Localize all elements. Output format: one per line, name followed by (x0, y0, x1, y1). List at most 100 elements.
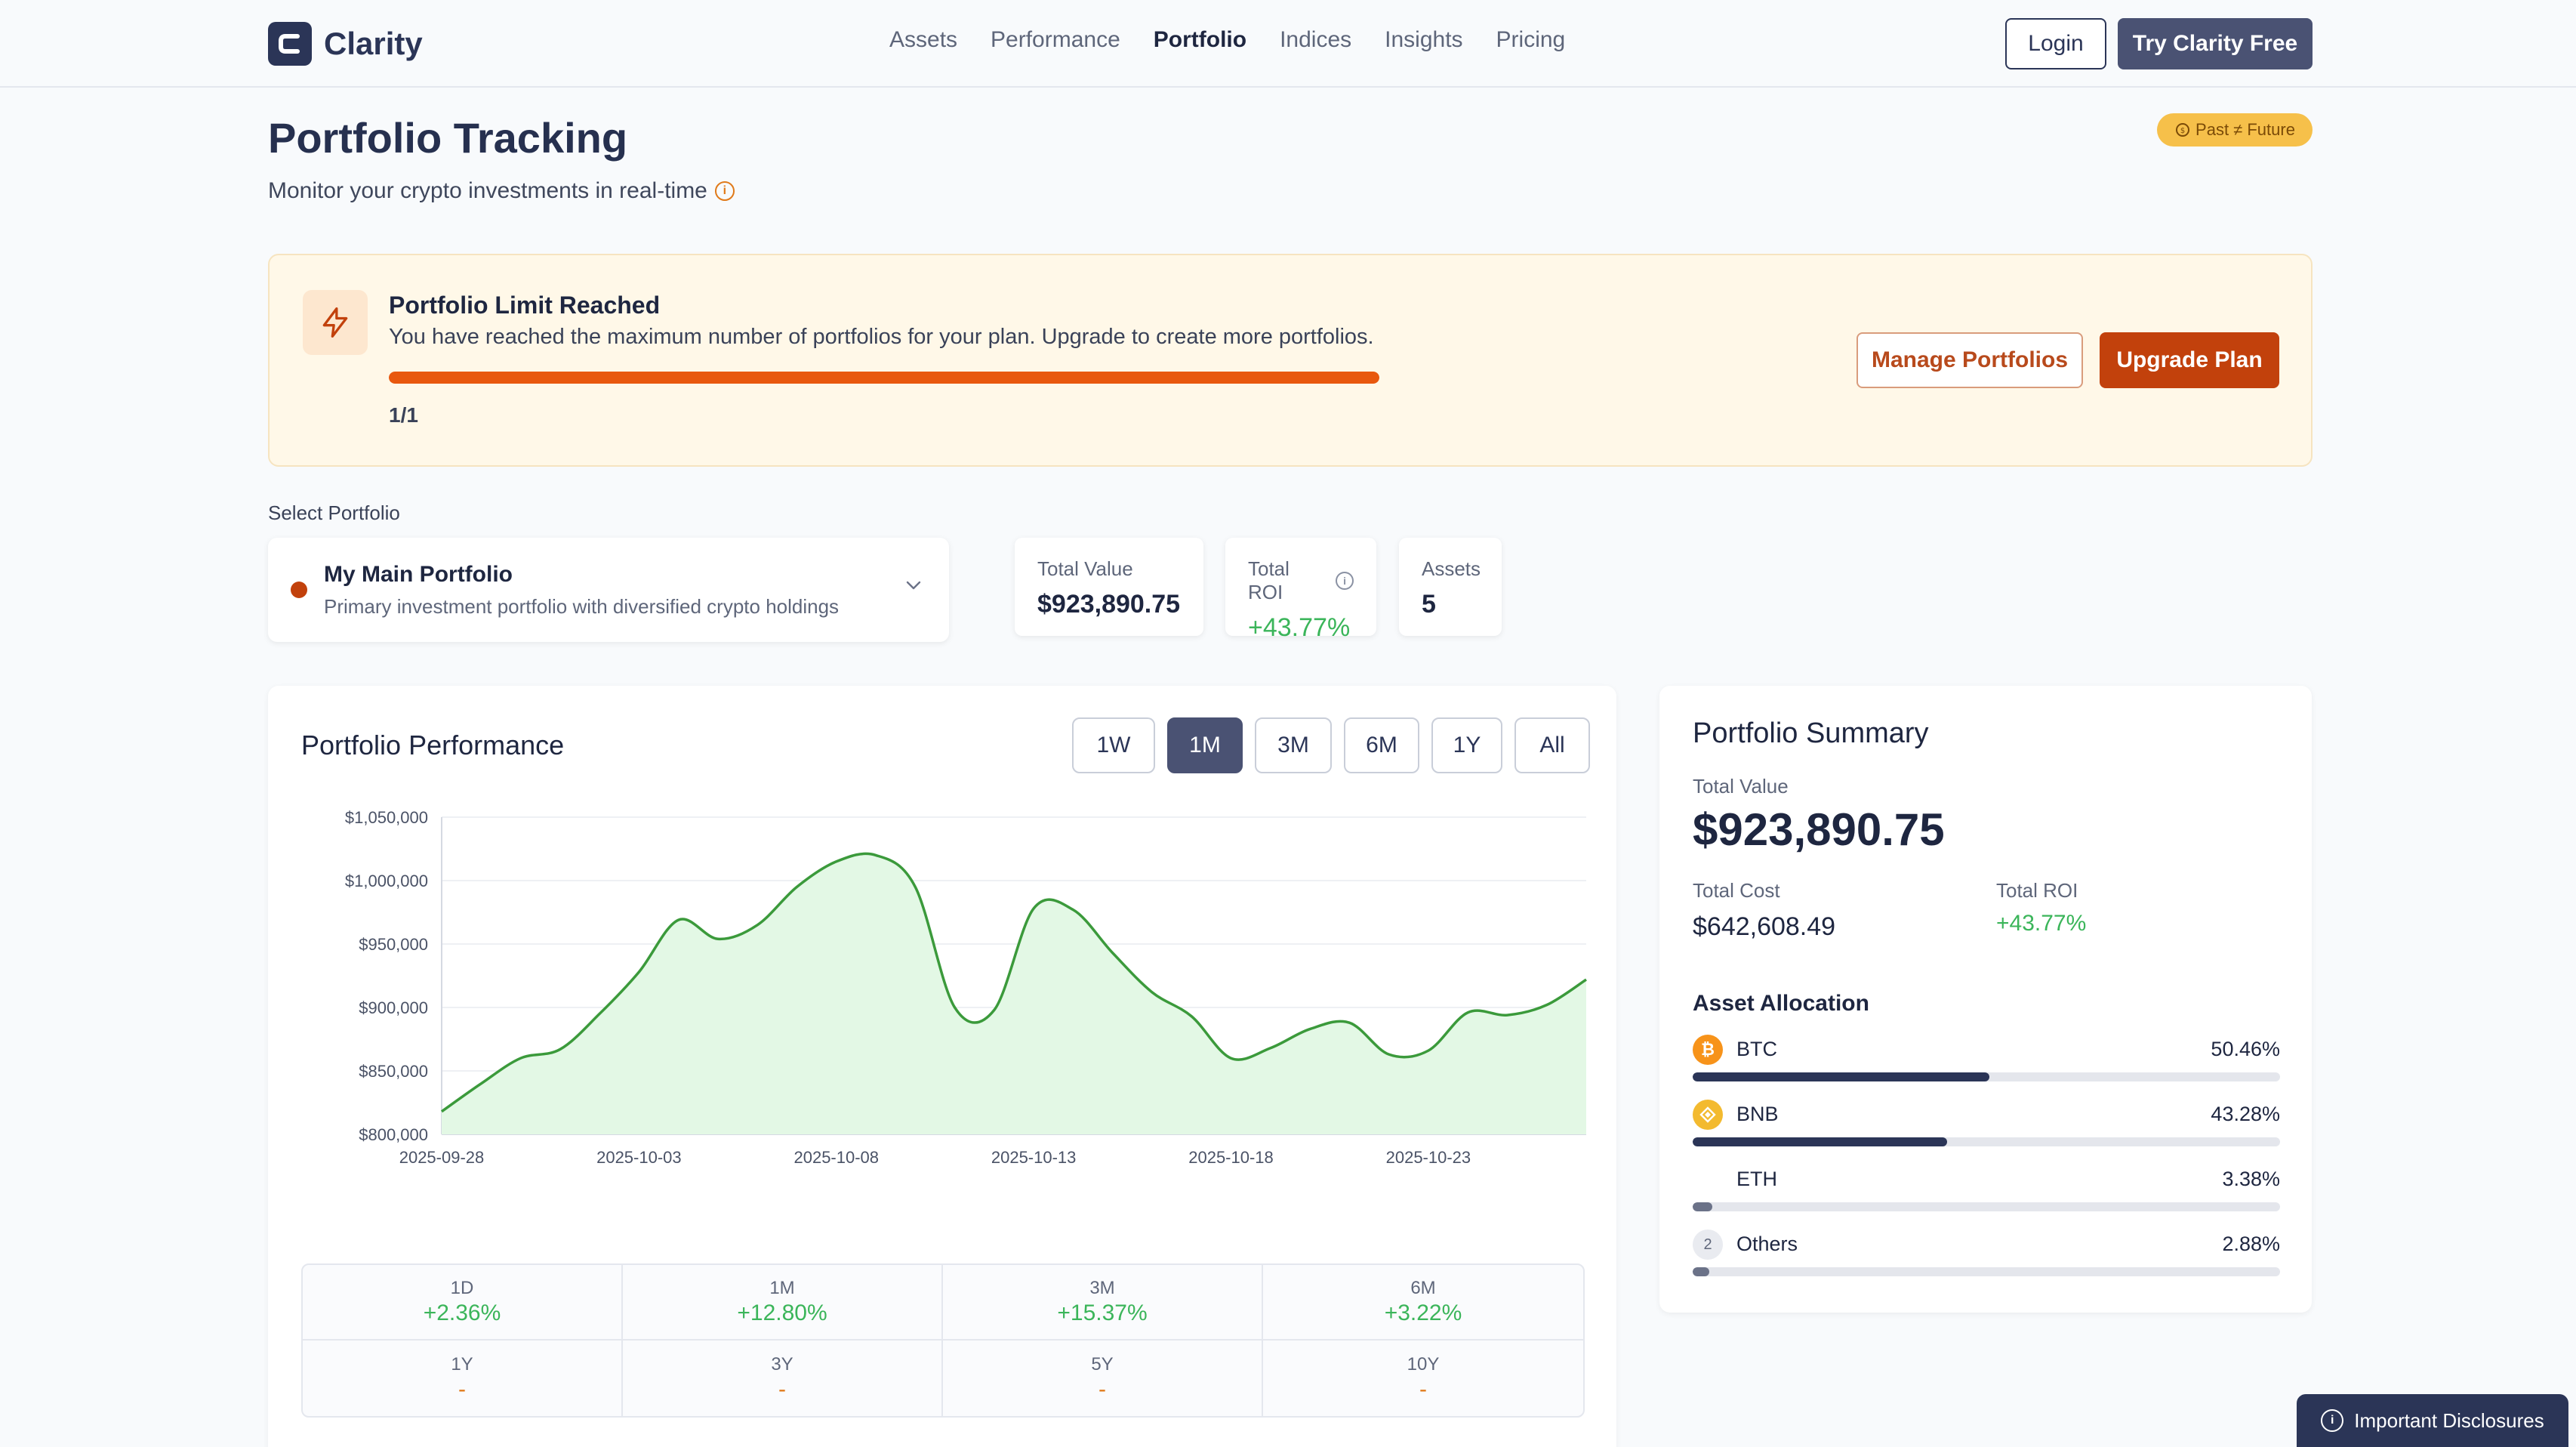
nav-links: Assets Performance Portfolio Indices Ins… (889, 27, 1565, 53)
y-tick-label: $900,000 (359, 998, 428, 1017)
allocation-bar (1693, 1072, 2280, 1081)
svg-text:$: $ (2180, 127, 2185, 135)
y-tick-label: $850,000 (359, 1062, 428, 1081)
allocation-fill (1693, 1137, 1947, 1146)
page-title: Portfolio Tracking (268, 114, 628, 162)
portfolio-select[interactable]: My Main Portfolio Primary investment por… (268, 538, 949, 642)
stat-assets-count: 5 (1422, 590, 1436, 619)
nav-link-insights[interactable]: Insights (1385, 27, 1463, 52)
manage-portfolios-button[interactable]: Manage Portfolios (1857, 332, 2083, 388)
performance-chart[interactable]: $800,000 $850,000 $900,000 $950,000 $1,000,0… (283, 799, 1601, 1177)
summary-total-cost: $642,608.49 (1693, 912, 1836, 941)
return-3m: 3M +15.37% (943, 1265, 1263, 1341)
portfolio-description: Primary investment portfolio with divers… (324, 595, 840, 618)
return-label: 5Y (1091, 1354, 1114, 1374)
return-label: 1D (450, 1278, 474, 1298)
allocation-name: BNB (1736, 1103, 1779, 1125)
range-3m-button[interactable]: 3M (1255, 717, 1332, 773)
x-tick-label: 2025-10-08 (793, 1148, 879, 1167)
range-1w-button[interactable]: 1W (1072, 717, 1155, 773)
portfolio-summary-card: Portfolio Summary Total Value $923,890.7… (1659, 686, 2312, 1313)
summary-total-value-label: Total Value (1693, 775, 1789, 798)
nav-link-performance[interactable]: Performance (991, 27, 1120, 52)
x-tick-label: 2025-10-13 (991, 1148, 1077, 1167)
allocation-name: Others (1736, 1233, 1798, 1255)
upgrade-plan-button[interactable]: Upgrade Plan (2100, 332, 2279, 388)
stat-total-roi-label: Total ROI (1248, 557, 1290, 603)
try-free-button[interactable]: Try Clarity Free (2118, 18, 2313, 69)
chevron-down-icon (906, 581, 921, 590)
allocation-row-bnb: BNB 43.28% (1693, 1100, 2280, 1146)
return-5y: 5Y - (943, 1341, 1263, 1416)
return-label: 6M (1410, 1278, 1436, 1298)
range-all-button[interactable]: All (1514, 717, 1590, 773)
important-disclosures-button[interactable]: i Important Disclosures (2297, 1394, 2568, 1447)
limit-progress-bar (389, 372, 1379, 384)
login-button[interactable]: Login (2005, 18, 2106, 69)
summary-total-roi: +43.77% (1996, 911, 2087, 936)
allocation-bar (1693, 1137, 2280, 1146)
x-tick-label: 2025-10-03 (596, 1148, 682, 1167)
portfolio-limit-banner: Portfolio Limit Reached You have reached… (268, 254, 2313, 467)
nav-link-portfolio[interactable]: Portfolio (1153, 27, 1247, 52)
stat-total-value-amount: $923,890.75 (1037, 590, 1181, 619)
select-portfolio-label: Select Portfolio (268, 501, 400, 524)
lightning-icon (303, 290, 368, 355)
info-icon[interactable]: i (1336, 572, 1354, 590)
return-value: +12.80% (737, 1300, 827, 1325)
allocation-pct: 3.38% (2222, 1168, 2280, 1190)
y-tick-label: $800,000 (359, 1125, 428, 1144)
clarity-logo-icon (268, 22, 312, 66)
past-future-badge[interactable]: $ Past ≠ Future (2157, 113, 2313, 147)
bnb-icon (1693, 1100, 1723, 1130)
limit-progress-fill (389, 372, 1379, 384)
return-1y: 1Y - (303, 1341, 623, 1416)
brand[interactable]: Clarity (268, 21, 423, 66)
stat-total-roi: Total ROI i +43.77% (1225, 538, 1376, 642)
range-1y-button[interactable]: 1Y (1431, 717, 1502, 773)
info-icon: i (2321, 1409, 2344, 1432)
allocation-bar (1693, 1267, 2280, 1276)
nav-link-assets[interactable]: Assets (889, 27, 958, 52)
summary-total-roi-label: Total ROI (1996, 879, 2078, 902)
return-label: 1M (769, 1278, 795, 1298)
return-value: - (1098, 1377, 1106, 1402)
page-subtitle-text: Monitor your crypto investments in real-… (268, 178, 707, 203)
return-value: +2.36% (423, 1300, 501, 1325)
range-1m-button[interactable]: 1M (1167, 717, 1243, 773)
returns-grid: 1D +2.36% 1M +12.80% 3M +15.37% 6M +3.22% 1Y… (301, 1263, 1585, 1418)
y-tick-label: $950,000 (359, 935, 428, 954)
past-future-label: Past ≠ Future (2195, 120, 2295, 139)
stat-total-value: Total Value $923,890.75 (1015, 538, 1203, 636)
allocation-name: BTC (1736, 1038, 1777, 1060)
allocation-pct: 43.28% (2211, 1103, 2280, 1125)
portfolio-name: My Main Portfolio (324, 562, 513, 587)
range-selector: 1W 1M 3M 6M 1Y All (1072, 717, 1590, 773)
x-tick-label: 2025-10-23 (1386, 1148, 1471, 1167)
nav-link-indices[interactable]: Indices (1280, 27, 1352, 52)
return-value: - (458, 1377, 466, 1402)
allocation-row-others: 2 Others 2.88% (1693, 1229, 2280, 1276)
allocation-row-eth: ETH 3.38% (1693, 1165, 2280, 1211)
return-6m: 6M +3.22% (1263, 1265, 1583, 1341)
summary-total-cost-label: Total Cost (1693, 879, 1780, 902)
stat-total-roi-label-row: Total ROI i (1248, 557, 1354, 604)
allocation-name: ETH (1736, 1168, 1777, 1190)
coin-icon: $ (2176, 123, 2190, 137)
range-6m-button[interactable]: 6M (1344, 717, 1419, 773)
brand-name: Clarity (324, 26, 423, 61)
portfolio-performance-card: Portfolio Performance 1W 1M 3M 6M 1Y All… (268, 686, 1616, 1447)
return-1m: 1M +12.80% (623, 1265, 943, 1341)
return-value: +3.22% (1384, 1300, 1462, 1325)
return-1d: 1D +2.36% (303, 1265, 623, 1341)
limit-count: 1/1 (389, 403, 418, 427)
info-icon[interactable]: i (714, 181, 735, 201)
allocation-fill (1693, 1267, 1710, 1276)
allocation-fill (1693, 1072, 1989, 1081)
top-nav: Clarity Assets Performance Portfolio Ind… (0, 0, 2576, 88)
return-label: 10Y (1407, 1354, 1440, 1374)
ethereum-icon (1693, 1165, 1723, 1195)
nav-link-pricing[interactable]: Pricing (1496, 27, 1566, 52)
summary-title: Portfolio Summary (1693, 717, 1929, 749)
bitcoin-icon: ₿ (1693, 1035, 1723, 1065)
